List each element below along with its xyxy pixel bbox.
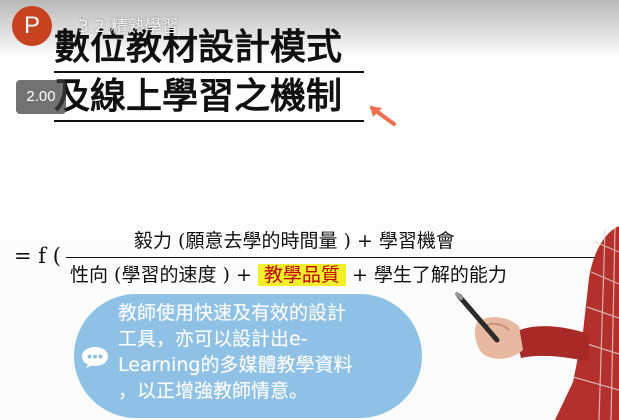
slide-heading: 數位教材設計模式 及線上學習之機制 bbox=[54, 26, 364, 122]
learning-formula: = f ( 毅力 (願意去學的時間量 ) + 學習機會 性向 (學習的速度 ) … bbox=[0, 222, 619, 292]
highlighted-term: 教學品質 bbox=[257, 264, 346, 286]
callout-line-2: 工具，亦可以設計出e- bbox=[118, 328, 308, 350]
fraction-bar bbox=[66, 257, 619, 258]
channel-avatar[interactable]: P bbox=[12, 6, 52, 46]
formula-numerator: 毅力 (願意去學的時間量 ) + 學習機會 bbox=[134, 230, 455, 252]
callout-line-3: Learning的多媒體教學資料 bbox=[118, 354, 353, 376]
denominator-part-b: + 學生了解的能力 bbox=[345, 264, 507, 286]
video-title[interactable]: 3.2 精熟學習 bbox=[78, 17, 179, 37]
callout-bubble bbox=[74, 294, 422, 418]
speech-bubble-icon bbox=[82, 347, 108, 368]
presenter-image bbox=[455, 226, 619, 420]
slide-heading-line-1: 數位教材設計模式 bbox=[54, 26, 364, 73]
denominator-part-a: 性向 (學習的速度 ) + bbox=[70, 264, 258, 286]
slide-heading-line-2: 及線上學習之機制 bbox=[54, 75, 364, 122]
formula-denominator: 性向 (學習的速度 ) + 教學品質 + 學生了解的能力 bbox=[70, 260, 507, 287]
callout-text: 教師使用快速及有效的設計 工具，亦可以設計出e- Learning的多媒體教學資… bbox=[118, 300, 408, 404]
formula-prefix: = f ( bbox=[14, 244, 61, 268]
playback-speed-badge[interactable]: 2.00 bbox=[16, 80, 66, 114]
pointer-arrow-icon bbox=[370, 106, 396, 126]
callout-line-1: 教師使用快速及有效的設計 bbox=[118, 302, 347, 324]
callout-line-4: ，以正增強教師情意。 bbox=[118, 380, 309, 402]
